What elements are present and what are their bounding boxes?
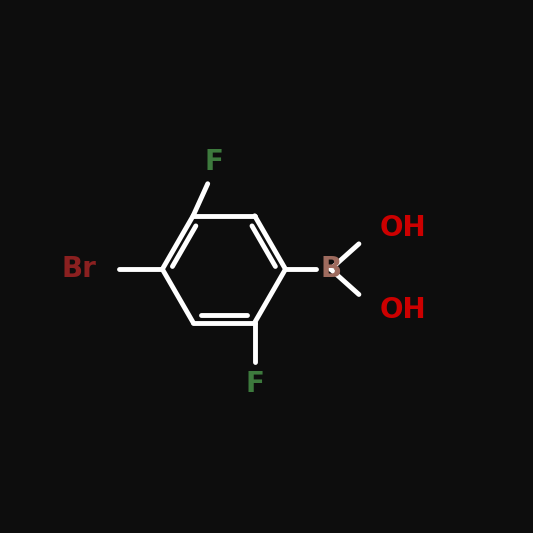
Text: Br: Br [62,255,96,283]
Text: OH: OH [380,214,426,242]
Text: OH: OH [380,296,426,324]
Text: F: F [204,149,223,176]
Text: B: B [320,255,341,283]
Text: F: F [245,370,264,398]
